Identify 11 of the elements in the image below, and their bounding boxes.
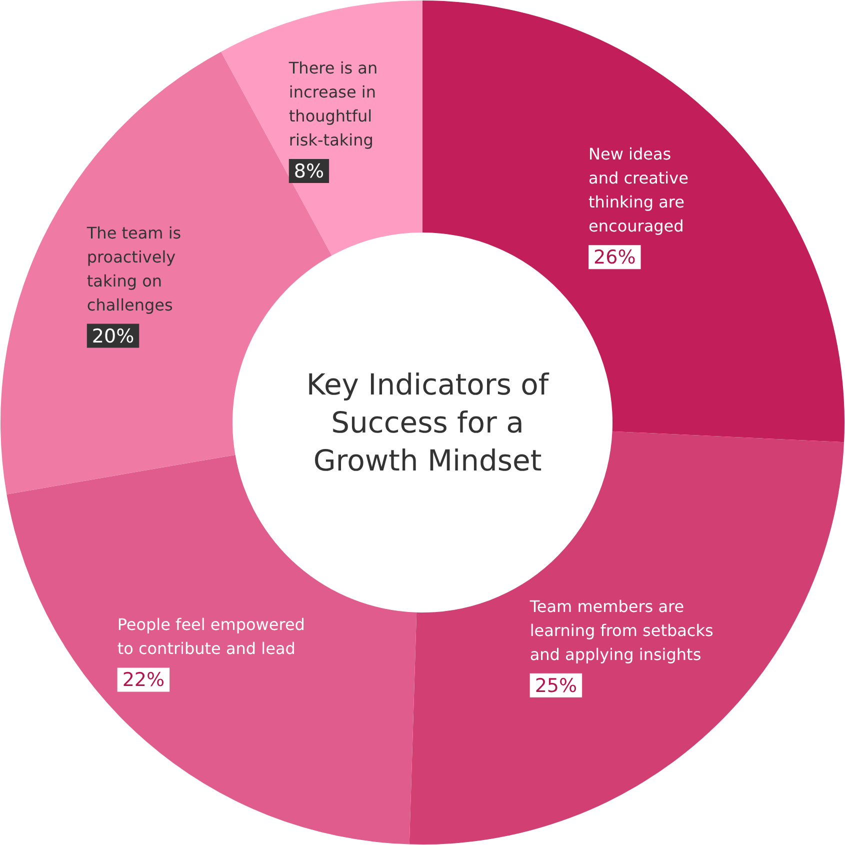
- text: Key Indicators of Success for a Growth Mindset: [306, 368, 550, 478]
- slice-label: There is an increase in thoughtful risk-taking: [288, 58, 378, 150]
- slice-label: New ideas and creative thinking are encouraged: [588, 144, 688, 236]
- slice-label: Team members are learning from setbacks and applying insights: [528, 596, 714, 664]
- slice-label: People feel empowered to contribute and lead: [117, 615, 305, 658]
- data-label: 8%: [294, 160, 324, 183]
- data-label: 26%: [594, 246, 636, 269]
- data-label: 22%: [122, 669, 165, 692]
- slice-label: The team is proactively taking on challenges: [86, 223, 182, 314]
- data-label: 20%: [92, 325, 134, 348]
- data-label: 25%: [534, 674, 578, 697]
